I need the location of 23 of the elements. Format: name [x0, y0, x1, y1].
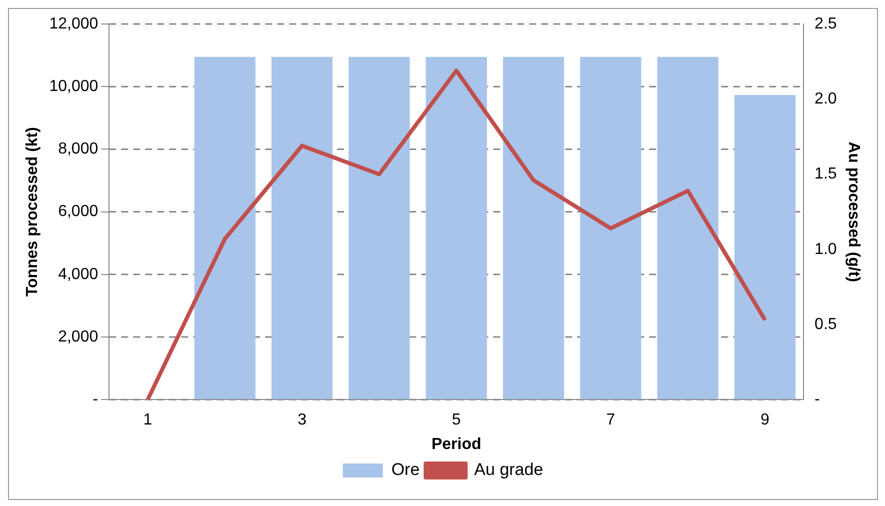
y-tick-label: 2,000	[58, 328, 98, 346]
y-tick-label: 4,000	[58, 266, 98, 283]
x-tick-label: 1	[143, 412, 152, 429]
y-axis-title: Tonnes processed (kt)	[24, 127, 42, 297]
y-tick-label: 6,000	[58, 203, 98, 220]
y2-axis-title: Au processed (g/t)	[844, 142, 862, 282]
y2-tick-label: 1.5	[814, 166, 837, 183]
y2-tick-label: 2.0	[814, 90, 837, 108]
x-axis-title: Period	[431, 436, 482, 453]
y2-tick-label: 0.5	[814, 316, 837, 333]
y2-tick-label: 1.0	[814, 240, 837, 258]
x-tick-label: 5	[452, 412, 461, 429]
y2-tick-label: -	[814, 391, 820, 408]
x-tick-label: 9	[760, 412, 770, 429]
legend-label: Au grade	[474, 460, 544, 480]
y-tick-label: -	[92, 391, 98, 408]
x-tick-label: 7	[606, 412, 616, 429]
y2-tick-label: 2.5	[814, 15, 837, 32]
legend-label: Ore	[391, 460, 420, 480]
y-tick-label: 10,000	[49, 78, 98, 96]
y-tick-label: 8,000	[58, 140, 98, 158]
x-tick-label: 3	[298, 412, 307, 429]
y-tick-label: 12,000	[49, 15, 98, 32]
